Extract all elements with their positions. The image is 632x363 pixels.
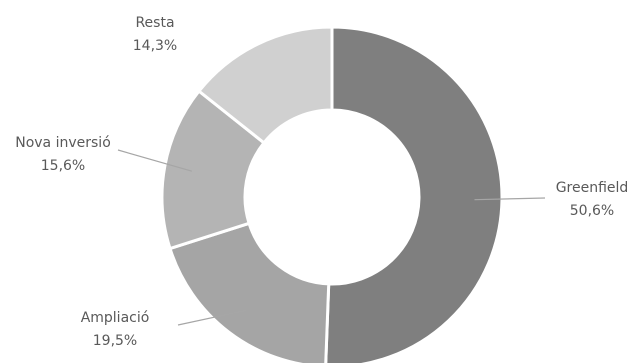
slice-resta [196, 25, 334, 145]
label-ampliacio-value: 19,5% [93, 333, 137, 349]
label-greenfield-value: 50,6% [570, 203, 614, 219]
leader-line-nova-inversio [117, 149, 193, 172]
leader-line-ampliacio [177, 309, 246, 326]
label-ampliacio-name: Ampliació [81, 310, 150, 326]
slice-nova-inversio [160, 89, 267, 251]
label-resta-value: 14,3% [133, 38, 177, 54]
label-greenfield-name: Greenfield [556, 180, 629, 196]
label-resta-name: Resta [135, 15, 174, 31]
slice-ampliacio [168, 221, 331, 363]
slice-greenfield [324, 25, 504, 363]
label-nova-inversio-name: Nova inversió [15, 135, 111, 151]
slices-group [160, 25, 504, 363]
label-nova-inversio-value: 15,6% [41, 158, 85, 174]
leader-line-greenfield [474, 197, 546, 201]
leader-lines-group [117, 149, 546, 326]
